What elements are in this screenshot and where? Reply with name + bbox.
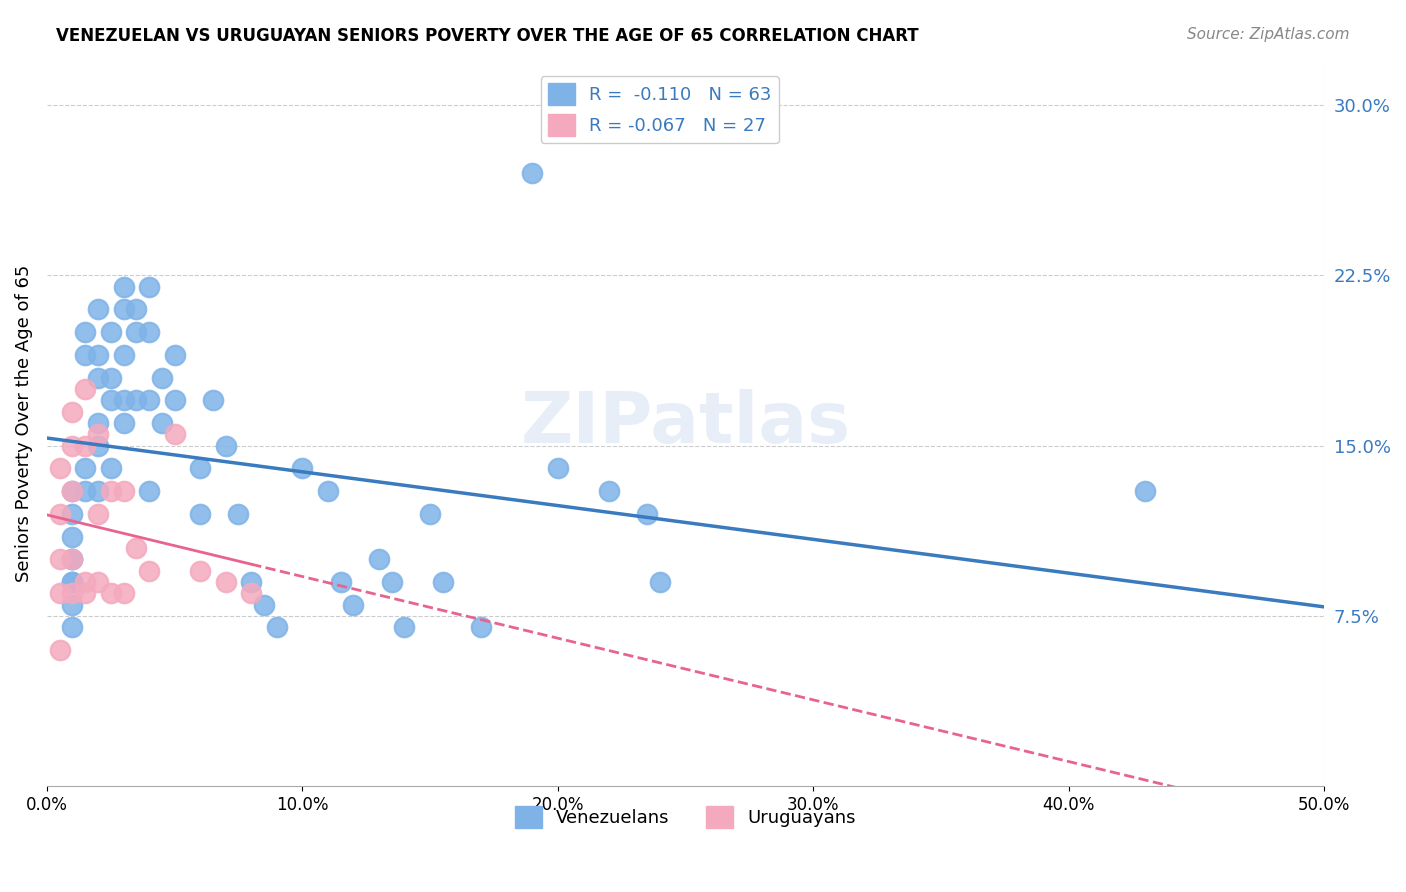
Point bbox=[342, 598, 364, 612]
Point bbox=[291, 461, 314, 475]
Point bbox=[87, 484, 110, 499]
Y-axis label: Seniors Poverty Over the Age of 65: Seniors Poverty Over the Age of 65 bbox=[15, 264, 32, 582]
Point bbox=[75, 484, 97, 499]
Point bbox=[87, 575, 110, 590]
Point bbox=[240, 586, 263, 600]
Point bbox=[62, 405, 84, 419]
Point bbox=[62, 530, 84, 544]
Point bbox=[125, 393, 148, 408]
Point bbox=[138, 279, 160, 293]
Point bbox=[75, 461, 97, 475]
Point bbox=[112, 393, 135, 408]
Point bbox=[87, 507, 110, 521]
Point bbox=[87, 427, 110, 442]
Point bbox=[1133, 484, 1156, 499]
Point bbox=[394, 620, 416, 634]
Point bbox=[48, 507, 70, 521]
Point bbox=[188, 461, 211, 475]
Point bbox=[419, 507, 441, 521]
Point bbox=[62, 575, 84, 590]
Point bbox=[87, 370, 110, 384]
Point bbox=[75, 348, 97, 362]
Point bbox=[62, 598, 84, 612]
Point bbox=[100, 370, 122, 384]
Point bbox=[432, 575, 454, 590]
Point bbox=[75, 586, 97, 600]
Point bbox=[188, 564, 211, 578]
Point bbox=[329, 575, 352, 590]
Point bbox=[62, 575, 84, 590]
Point bbox=[112, 416, 135, 430]
Point bbox=[367, 552, 389, 566]
Point bbox=[100, 393, 122, 408]
Point bbox=[112, 279, 135, 293]
Text: ZIPatlas: ZIPatlas bbox=[520, 389, 851, 458]
Point bbox=[100, 461, 122, 475]
Point bbox=[215, 575, 238, 590]
Point bbox=[598, 484, 620, 499]
Point bbox=[125, 325, 148, 339]
Point bbox=[48, 586, 70, 600]
Point bbox=[112, 586, 135, 600]
Point bbox=[138, 325, 160, 339]
Point bbox=[201, 393, 224, 408]
Point bbox=[636, 507, 658, 521]
Point bbox=[648, 575, 671, 590]
Point bbox=[215, 439, 238, 453]
Point bbox=[188, 507, 211, 521]
Text: VENEZUELAN VS URUGUAYAN SENIORS POVERTY OVER THE AGE OF 65 CORRELATION CHART: VENEZUELAN VS URUGUAYAN SENIORS POVERTY … bbox=[56, 27, 920, 45]
Point bbox=[150, 370, 173, 384]
Legend: Venezuelans, Uruguayans: Venezuelans, Uruguayans bbox=[508, 799, 863, 836]
Point bbox=[62, 484, 84, 499]
Point bbox=[75, 325, 97, 339]
Point bbox=[266, 620, 288, 634]
Point bbox=[253, 598, 276, 612]
Point bbox=[240, 575, 263, 590]
Point bbox=[100, 325, 122, 339]
Point bbox=[381, 575, 404, 590]
Point bbox=[470, 620, 492, 634]
Point bbox=[75, 575, 97, 590]
Point bbox=[62, 552, 84, 566]
Point bbox=[125, 541, 148, 555]
Point bbox=[150, 416, 173, 430]
Point bbox=[87, 416, 110, 430]
Point bbox=[87, 439, 110, 453]
Point bbox=[48, 643, 70, 657]
Point bbox=[138, 484, 160, 499]
Point bbox=[100, 586, 122, 600]
Point bbox=[48, 461, 70, 475]
Point bbox=[112, 348, 135, 362]
Point bbox=[62, 586, 84, 600]
Point bbox=[138, 393, 160, 408]
Point bbox=[62, 552, 84, 566]
Point bbox=[547, 461, 569, 475]
Point bbox=[163, 427, 186, 442]
Point bbox=[87, 348, 110, 362]
Point bbox=[75, 439, 97, 453]
Point bbox=[163, 393, 186, 408]
Point bbox=[75, 382, 97, 396]
Point bbox=[62, 439, 84, 453]
Point bbox=[138, 564, 160, 578]
Point bbox=[62, 484, 84, 499]
Point bbox=[163, 348, 186, 362]
Point bbox=[520, 166, 543, 180]
Point bbox=[228, 507, 250, 521]
Point bbox=[100, 484, 122, 499]
Point bbox=[316, 484, 339, 499]
Point bbox=[112, 302, 135, 317]
Point bbox=[87, 302, 110, 317]
Point bbox=[62, 507, 84, 521]
Point bbox=[112, 484, 135, 499]
Text: Source: ZipAtlas.com: Source: ZipAtlas.com bbox=[1187, 27, 1350, 42]
Point bbox=[62, 620, 84, 634]
Point bbox=[125, 302, 148, 317]
Point bbox=[62, 552, 84, 566]
Point bbox=[48, 552, 70, 566]
